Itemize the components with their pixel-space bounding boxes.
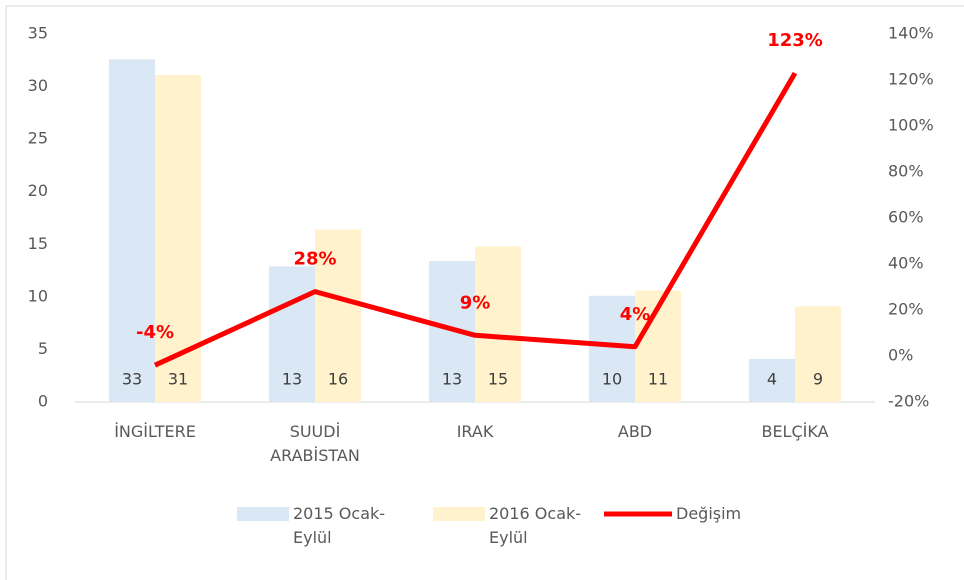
x-tick-label: ABD bbox=[617, 422, 653, 441]
bar bbox=[109, 59, 155, 403]
bar-value-label: 11 bbox=[648, 370, 668, 389]
line bbox=[153, 71, 798, 368]
chart-border bbox=[5, 5, 964, 580]
y2-tick-label: -20% bbox=[888, 392, 929, 411]
bar bbox=[315, 229, 361, 402]
bar-value-label: 4 bbox=[767, 370, 777, 389]
bar-value-label: 16 bbox=[328, 370, 348, 389]
y2-tick-label: 100% bbox=[888, 116, 934, 135]
y2-tick-label: 140% bbox=[888, 24, 934, 43]
bar bbox=[589, 295, 635, 402]
line-value-label: 28% bbox=[293, 249, 336, 270]
bar-value-label: 15 bbox=[488, 370, 508, 389]
y-tick-label: 30 bbox=[28, 76, 48, 95]
y2-tick-label: 20% bbox=[888, 300, 924, 319]
y-tick-label: 25 bbox=[28, 129, 48, 148]
legend-swatch bbox=[433, 507, 485, 521]
legend-label: 2015 Ocak-Eylül bbox=[293, 504, 386, 547]
line-value-label: 4% bbox=[620, 304, 651, 325]
y2-tick-label: 0% bbox=[888, 346, 913, 365]
bar-value-label: 13 bbox=[442, 370, 462, 389]
y2-tick-label: 120% bbox=[888, 70, 934, 89]
legend-swatch bbox=[237, 507, 289, 521]
x-tick-label: IRAK bbox=[456, 422, 494, 441]
y-tick-label: 20 bbox=[28, 181, 48, 200]
y2-tick-label: 60% bbox=[888, 208, 924, 227]
y-tick-label: 35 bbox=[28, 24, 48, 43]
y2-tick-label: 80% bbox=[888, 162, 924, 181]
y-tick-label: 0 bbox=[38, 392, 48, 411]
bar bbox=[749, 358, 795, 402]
bar-value-label: 13 bbox=[282, 370, 302, 389]
bar-value-label: 31 bbox=[168, 370, 188, 389]
line-value-label: 123% bbox=[767, 30, 823, 51]
bar-value-label: 9 bbox=[813, 370, 823, 389]
y-tick-label: 15 bbox=[28, 234, 48, 253]
bar-value-label: 33 bbox=[122, 370, 142, 389]
legend-label: 2016 Ocak-Eylül bbox=[489, 504, 582, 547]
x-tick-label: BELÇİKA bbox=[761, 422, 829, 441]
line-value-label: 9% bbox=[460, 292, 491, 313]
legend-label: Değişim bbox=[676, 504, 742, 523]
bar-value-label: 10 bbox=[602, 370, 622, 389]
x-tick-label: SUUDİ ARABİSTAN bbox=[270, 422, 360, 465]
line-value-label: -4% bbox=[136, 322, 174, 343]
x-tick-label: İNGİLTERE bbox=[114, 422, 196, 441]
bar bbox=[269, 266, 315, 402]
bar bbox=[795, 306, 841, 402]
bar bbox=[475, 246, 521, 402]
y2-tick-label: 40% bbox=[888, 254, 924, 273]
y-tick-label: 10 bbox=[28, 286, 48, 305]
y-tick-label: 5 bbox=[38, 339, 48, 358]
